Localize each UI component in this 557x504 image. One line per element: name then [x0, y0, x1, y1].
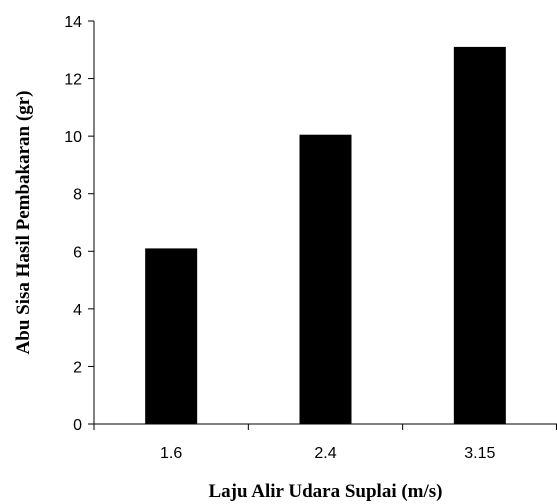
- y-tick-label: 14: [64, 14, 82, 31]
- y-tick-label: 4: [73, 302, 82, 319]
- x-tick-label: 1.6: [160, 445, 182, 462]
- y-tick-label: 8: [73, 187, 82, 204]
- x-axis-title: Laju Alir Udara Suplai (m/s): [208, 481, 442, 502]
- y-axis: 0 2 4 6 8 10 12 14: [64, 14, 95, 434]
- y-tick-label: 0: [73, 417, 82, 434]
- y-tick-label: 2: [73, 359, 82, 376]
- y-tick-label: 10: [64, 129, 82, 146]
- bar-3.15: [453, 46, 506, 425]
- y-tick-label: 6: [73, 244, 82, 261]
- bars-group: [145, 46, 506, 425]
- y-axis-title: Abu Sisa Hasil Pembakaran (gr): [13, 91, 34, 355]
- y-tick-label: 12: [64, 72, 82, 89]
- bar-1.6: [145, 248, 198, 424]
- bar-2.4: [299, 134, 352, 425]
- x-tick-label: 2.4: [314, 445, 336, 462]
- x-axis: 1.6 2.4 3.15: [93, 423, 557, 462]
- x-tick-label: 3.15: [464, 445, 495, 462]
